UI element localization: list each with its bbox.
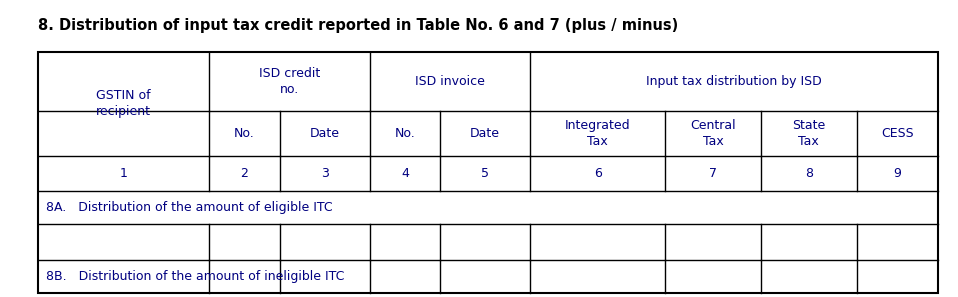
Text: 8. Distribution of input tax credit reported in Table No. 6 and 7 (plus / minus): 8. Distribution of input tax credit repo…	[38, 18, 678, 33]
Text: No.: No.	[395, 127, 415, 140]
Text: No.: No.	[234, 127, 255, 140]
Text: 6: 6	[594, 167, 602, 180]
Text: 7: 7	[709, 167, 717, 180]
Text: ISD credit
no.: ISD credit no.	[259, 67, 320, 96]
Text: 4: 4	[400, 167, 409, 180]
Text: Central
Tax: Central Tax	[690, 119, 736, 148]
Text: 8B.   Distribution of the amount of ineligible ITC: 8B. Distribution of the amount of inelig…	[46, 270, 344, 283]
Text: 3: 3	[321, 167, 329, 180]
Text: GSTIN of
recipient: GSTIN of recipient	[96, 89, 151, 119]
Text: 5: 5	[481, 167, 490, 180]
Text: CESS: CESS	[881, 127, 914, 140]
Text: Input tax distribution by ISD: Input tax distribution by ISD	[646, 75, 822, 88]
Text: 1: 1	[120, 167, 127, 180]
Text: State
Tax: State Tax	[792, 119, 826, 148]
Bar	[38, 52, 938, 293]
Text: 9: 9	[894, 167, 901, 180]
Text: ISD invoice: ISD invoice	[415, 75, 485, 88]
Text: 8: 8	[805, 167, 813, 180]
Text: Date: Date	[470, 127, 500, 140]
Text: Integrated
Tax: Integrated Tax	[565, 119, 630, 148]
Text: Date: Date	[309, 127, 340, 140]
Text: 8A.   Distribution of the amount of eligible ITC: 8A. Distribution of the amount of eligib…	[46, 201, 332, 214]
Text: 2: 2	[240, 167, 248, 180]
